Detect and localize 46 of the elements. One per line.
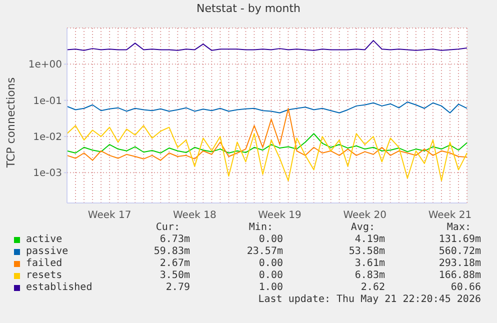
line-series (66, 108, 468, 161)
line-series (66, 125, 468, 182)
text: 4.19m (354, 234, 385, 245)
text: 6.73m (160, 234, 190, 245)
x-tick-label: Week 21 (428, 210, 472, 222)
line-series (66, 133, 468, 154)
text: Cur: (156, 222, 180, 233)
text: 166.88m (438, 270, 481, 281)
text: 1.00 (258, 282, 283, 293)
line-series (66, 101, 468, 114)
text: 0.00 (258, 258, 283, 269)
text: 2.67m (160, 258, 190, 269)
text: 2.79 (166, 282, 190, 293)
legend-label: failed (26, 258, 62, 269)
text: 293.18m (438, 258, 481, 269)
text: 0.00 (258, 270, 283, 281)
x-tick-label: Week 17 (88, 210, 132, 222)
text: 23.57m (246, 246, 283, 257)
x-tick-label: Week 18 (173, 210, 216, 222)
text: 131.69m (438, 234, 481, 245)
text: 60.66 (450, 282, 481, 293)
x-tick-label: Week 19 (258, 210, 302, 222)
y-tick-label: 1e-01 (33, 96, 62, 107)
x-tick-label: Week 20 (343, 210, 387, 222)
line-series (66, 40, 468, 51)
text: Last update: Thu May 21 22:20:45 2026 (258, 294, 481, 305)
y-tick-label: 1e-02 (33, 132, 62, 144)
y-tick-label: 1e+00 (28, 60, 62, 71)
y-axis-title: TCP connections (4, 76, 18, 170)
text: 3.61m (354, 258, 385, 269)
chart-title: Netstat - by month (195, 1, 302, 17)
text: 59.83m (154, 246, 190, 257)
text: Min: (248, 222, 273, 233)
legend-label: established (26, 282, 92, 293)
text: 3.50m (160, 270, 190, 281)
text: 53.58m (348, 246, 385, 257)
text: 6.83m (354, 270, 385, 281)
legend-label: active (26, 234, 62, 245)
text: 0.00 (258, 234, 283, 245)
text: Avg: (350, 222, 375, 233)
text: Max: (446, 222, 471, 233)
text: 2.62 (360, 282, 385, 293)
text: 560.72m (438, 246, 481, 257)
y-tick-label: 1e-03 (33, 168, 62, 180)
legend-label: resets (26, 270, 62, 281)
legend-label: passive (26, 246, 68, 257)
